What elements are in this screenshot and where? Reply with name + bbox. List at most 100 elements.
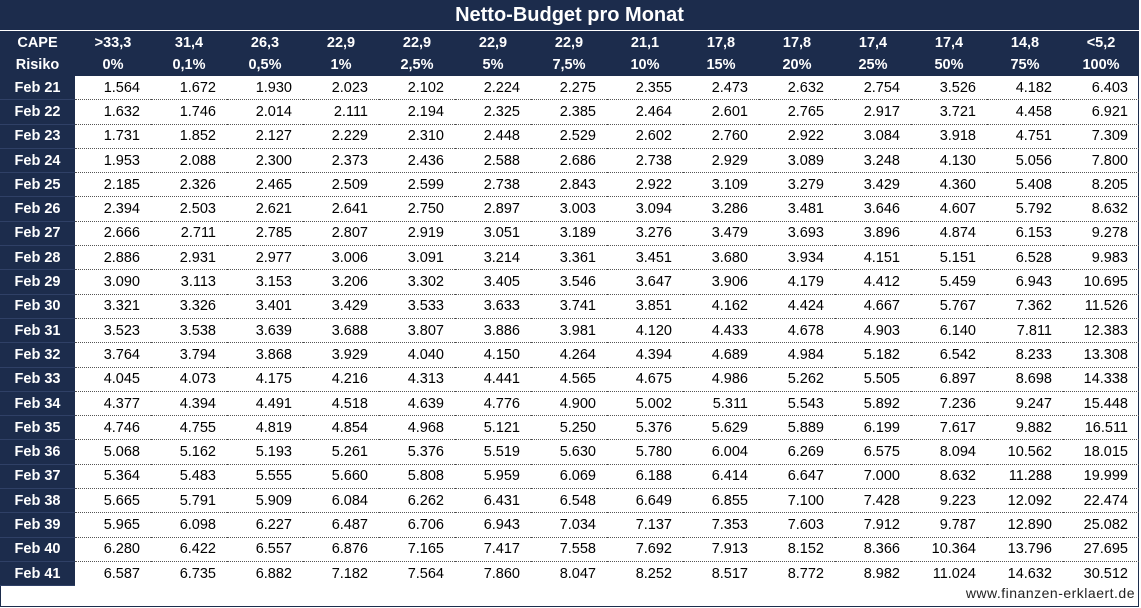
table-cell: 5.959: [455, 464, 531, 490]
header-risiko-cell: 100%: [1063, 54, 1139, 76]
table-cell: 7.309: [1063, 124, 1139, 149]
table-cell: 5.376: [607, 415, 683, 441]
table-cell: 4.565: [531, 367, 607, 392]
header-cape-cell: 22,9: [531, 31, 607, 54]
table-cell: 3.214: [455, 245, 531, 271]
table-cell: 6.403: [1063, 76, 1139, 101]
table-cell: 4.441: [455, 367, 531, 392]
header-cape-cell: 22,9: [455, 31, 531, 54]
table-cell: 3.276: [607, 221, 683, 247]
table-cell: 4.040: [379, 342, 455, 368]
table-cell: 3.451: [607, 245, 683, 271]
table-cell: 4.518: [303, 391, 379, 417]
table-body: Feb 21 1.564 1.672 1.930 2.023 2.102 2.224 2.27…: [0, 76, 1139, 587]
table-cell: 3.546: [531, 269, 607, 295]
table-cell: 2.602: [607, 124, 683, 149]
table-cell: 7.800: [1063, 148, 1139, 174]
header-risiko-cell: 15%: [683, 54, 759, 76]
table-cell: 2.599: [379, 172, 455, 198]
table-cell: 2.127: [227, 124, 303, 149]
table-cell: 4.182: [987, 76, 1063, 101]
table-cell: 6.735: [179, 565, 216, 582]
table-cell: 3.741: [531, 294, 607, 319]
table-cell: 2.711: [151, 221, 227, 247]
table-cell: 6.855: [683, 488, 759, 514]
table-cell: 13.308: [1063, 342, 1139, 368]
table-cell: 5.483: [151, 464, 227, 490]
table-cell: 6.280: [75, 537, 151, 562]
table-cell: 5.459: [911, 269, 987, 295]
table-row: Feb 30 3.321 3.326 3.401 3.429 3.533 3.633 3.74…: [0, 294, 1139, 319]
table-cell: 5.889: [759, 415, 835, 441]
table-cell: 5.121: [455, 415, 531, 441]
table-cell: 8.517: [711, 565, 748, 582]
table-cell: 3.934: [759, 245, 835, 271]
table-cell: 8.252: [635, 565, 672, 582]
table-cell: 6.882: [255, 565, 292, 582]
table-cell: 3.526: [911, 76, 987, 101]
table-cell: 2.922: [607, 172, 683, 198]
table-cell: 4.984: [759, 342, 835, 368]
table-cell: 3.868: [227, 342, 303, 368]
table-cell: 5.792: [987, 196, 1063, 222]
table-cell: 11.288: [987, 464, 1063, 490]
table-cell: 6.921: [1063, 99, 1139, 125]
table-cell: 3.481: [759, 196, 835, 222]
table-cell: 2.194: [379, 99, 455, 125]
table-cell: 3.479: [683, 221, 759, 247]
table-cell: 5.629: [683, 415, 759, 441]
table-cell: 5.182: [835, 342, 911, 368]
table-cell: 3.429: [835, 172, 911, 198]
table-cell: 2.448: [455, 124, 531, 149]
table-cell: 5.909: [227, 488, 303, 514]
table-cell: 1.731: [75, 124, 151, 149]
table-cell: 14.338: [1063, 367, 1139, 392]
table-cell: 4.394: [607, 342, 683, 368]
table-cell: 4.755: [151, 415, 227, 441]
table-cell: 7.692: [607, 537, 683, 562]
table-cell: 7.137: [607, 512, 683, 538]
table-cell: 3.639: [227, 318, 303, 344]
table-cell: 3.405: [455, 269, 531, 295]
table-row: Feb 21 1.564 1.672 1.930 2.023 2.102 2.224 2.27…: [0, 76, 1139, 101]
table-cell: 3.189: [531, 221, 607, 247]
row-label: Feb 36: [0, 439, 75, 465]
table-cell: 4.874: [911, 221, 987, 247]
table-cell: 3.326: [151, 294, 227, 319]
table-cell: 5.767: [911, 294, 987, 319]
table-cell: 2.111: [303, 99, 379, 125]
table-cell: 2.102: [379, 76, 455, 101]
table-cell: 6.647: [759, 464, 835, 490]
table-cell: 2.754: [835, 76, 911, 101]
table-row: Feb 22 1.632 1.746 2.014 2.111 2.194 2.325 2.38…: [0, 99, 1139, 125]
table-cell: 10.562: [987, 439, 1063, 465]
table-cell: 3.003: [531, 196, 607, 222]
table-cell: 4.746: [75, 415, 151, 441]
table-row: Feb 28 2.886 2.931 2.977 3.006 3.091 3.214 3.36…: [0, 245, 1139, 271]
table-cell: 2.897: [455, 196, 531, 222]
table-cell: 22.474: [1063, 488, 1139, 514]
header-row-risiko: Risiko 0% 0,1% 0,5% 1% 2,5% 5% 7,5% 10% 15% 20% 25…: [0, 54, 1139, 76]
table-cell: 3.084: [835, 124, 911, 149]
table-cell: 4.458: [987, 99, 1063, 125]
table-cell: 2.765: [759, 99, 835, 125]
table-cell: 9.983: [1063, 245, 1139, 271]
row-label: Feb 30: [0, 294, 75, 319]
table-cell: 4.412: [835, 269, 911, 295]
table-cell: 4.216: [303, 367, 379, 392]
budget-table: CAPE >33,3 31,4 26,3 22,9 22,9 22,9 22,9 21,1 17…: [0, 31, 1139, 587]
table-cell: 2.738: [607, 148, 683, 174]
header-risiko-cell: 0,1%: [151, 54, 227, 76]
row-label: Feb 37: [0, 464, 75, 490]
table-cell: 25.082: [1063, 512, 1139, 538]
table-row: Feb 24 1.953 2.088 2.300 2.373 2.436 2.588 2.68…: [0, 148, 1139, 174]
header-cape-cell: 26,3: [227, 31, 303, 54]
table-cell: 6.422: [151, 537, 227, 562]
table-cell: 3.109: [683, 172, 759, 198]
header-cape-cell: 31,4: [151, 31, 227, 54]
table-cell: 4.819: [227, 415, 303, 441]
table-cell: 1.672: [151, 76, 227, 101]
table-cell: 1.564: [75, 76, 151, 101]
table-cell: 2.023: [303, 76, 379, 101]
table-cell: 4.751: [987, 124, 1063, 149]
